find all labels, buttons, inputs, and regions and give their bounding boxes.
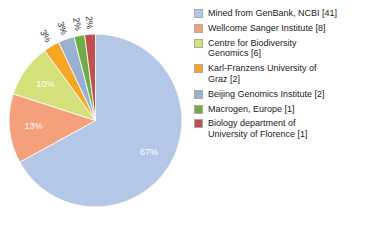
html-text:Macrogen, Europe [1]: Macrogen, Europe [1] [208,103,295,114]
svg-text:67%: 67% [140,147,158,157]
svg-text:3%: 3% [55,20,69,36]
svg-text:10%: 10% [36,79,54,89]
html-text:Centre for Biodiversity Genomi: Centre for Biodiversity Genomics [6] [208,37,297,59]
html-text:Biology department of Universi: Biology department of University of Flor… [208,118,308,140]
svg-text:2%: 2% [71,17,83,32]
svg-text:3%: 3% [38,28,53,44]
svg-text:2%: 2% [84,16,95,30]
svg-text:13%: 13% [25,121,43,131]
html-text:Karl-Franzens University of Gr: Karl-Franzens University of Graz [2] [208,63,317,84]
html-text:Mined from GenBank, NCBI [41]: Mined from GenBank, NCBI [41] [208,8,338,18]
html-text:Beijing Genomics Institute [2]: Beijing Genomics Institute [2] [208,88,325,99]
html-text:Wellcome Sanger Institute [8]: Wellcome Sanger Institute [8] [208,22,326,33]
